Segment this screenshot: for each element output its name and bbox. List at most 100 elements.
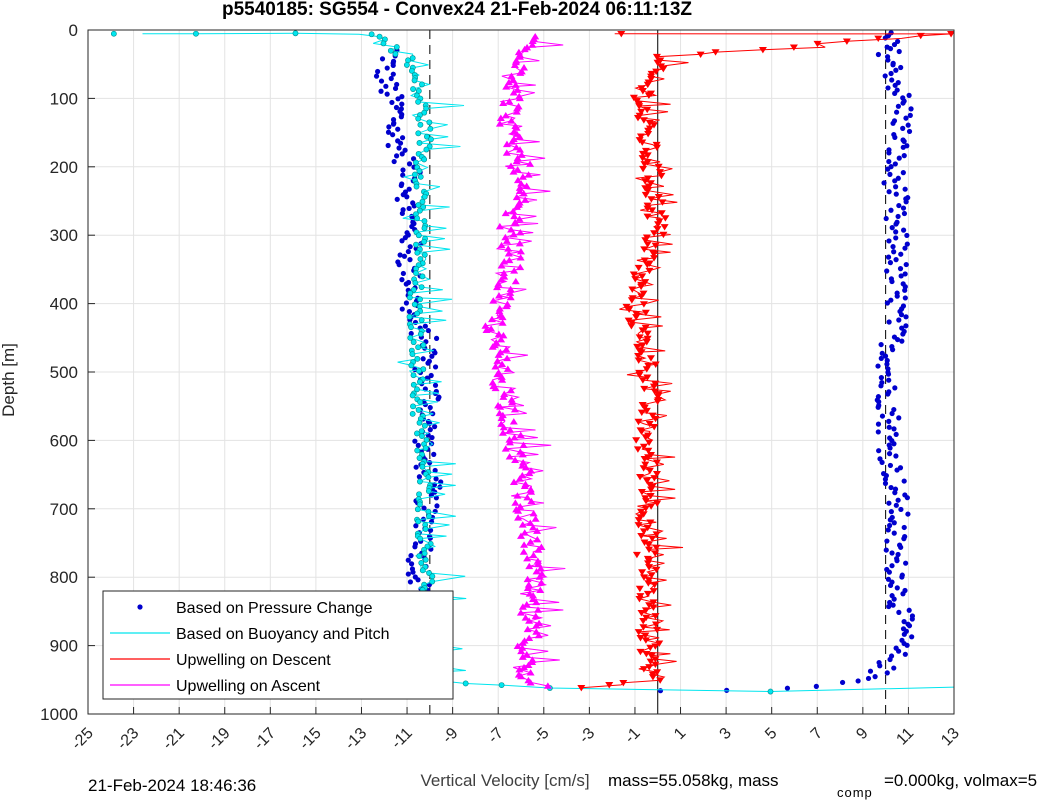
y-tick-label: 300 <box>50 226 78 245</box>
data-point <box>653 59 662 67</box>
data-point <box>520 482 529 490</box>
data-point <box>903 323 909 329</box>
data-point <box>498 319 507 326</box>
data-point <box>378 88 384 94</box>
data-point <box>885 391 891 397</box>
data-point <box>498 682 505 688</box>
data-point <box>892 178 898 184</box>
data-point <box>529 592 538 599</box>
data-point <box>894 293 900 299</box>
data-point <box>493 357 502 364</box>
data-point <box>404 194 410 200</box>
data-point <box>655 640 664 647</box>
data-point <box>909 616 915 622</box>
data-point <box>882 476 889 482</box>
data-point <box>898 544 904 550</box>
y-tick-label: 0 <box>69 21 78 40</box>
data-point <box>636 133 645 140</box>
data-point <box>414 447 421 454</box>
data-point <box>887 656 893 663</box>
data-point <box>415 577 421 583</box>
data-point <box>403 300 410 306</box>
data-point <box>413 464 419 470</box>
data-point <box>425 488 432 494</box>
data-point <box>641 191 650 199</box>
data-point <box>891 441 897 447</box>
data-point <box>390 62 396 69</box>
data-point <box>900 125 906 131</box>
data-point <box>649 599 658 606</box>
data-point <box>514 507 523 514</box>
data-point <box>526 160 535 167</box>
data-point <box>431 451 437 457</box>
data-point <box>896 415 902 421</box>
data-point <box>534 546 543 553</box>
data-point <box>889 225 895 231</box>
data-point <box>433 476 439 482</box>
data-point <box>648 535 657 543</box>
data-point <box>634 357 643 364</box>
data-point <box>896 202 902 209</box>
data-point <box>501 445 510 452</box>
data-point <box>414 355 421 362</box>
data-point <box>758 47 767 54</box>
data-point <box>635 371 644 379</box>
data-point <box>813 40 822 48</box>
data-point <box>421 422 428 429</box>
data-point <box>654 193 663 201</box>
data-point <box>891 249 897 255</box>
data-point <box>640 385 649 393</box>
data-point <box>888 70 894 77</box>
data-point <box>891 530 897 536</box>
data-point <box>650 255 659 262</box>
footer-timestamp: 21-Feb-2024 18:46:36 <box>88 776 256 795</box>
data-point <box>418 284 425 291</box>
data-point <box>891 426 897 432</box>
data-point <box>498 313 507 321</box>
data-point <box>432 350 438 356</box>
data-point <box>638 88 647 95</box>
data-point <box>891 406 897 413</box>
data-point <box>412 279 419 286</box>
data-point <box>514 514 523 521</box>
data-point <box>641 632 650 639</box>
data-point <box>650 423 659 431</box>
data-point <box>696 51 705 59</box>
data-point <box>432 364 439 370</box>
data-point <box>650 388 659 395</box>
data-point <box>416 491 422 498</box>
data-point <box>640 161 649 168</box>
data-point <box>495 292 504 299</box>
data-point <box>902 271 908 277</box>
data-point <box>433 335 440 341</box>
data-point <box>898 312 905 318</box>
data-point <box>498 360 507 368</box>
data-point <box>904 241 910 247</box>
data-point <box>482 326 491 333</box>
data-point <box>409 410 416 417</box>
data-point <box>533 536 542 543</box>
data-point <box>900 591 906 597</box>
data-point <box>902 651 908 657</box>
data-point <box>536 564 545 572</box>
data-point <box>916 32 925 40</box>
data-point <box>506 285 515 293</box>
data-point <box>625 306 634 313</box>
data-point <box>505 453 514 460</box>
data-point <box>897 266 904 272</box>
data-point <box>875 404 881 410</box>
data-point <box>422 323 428 329</box>
data-point <box>883 215 889 222</box>
data-point <box>383 83 389 89</box>
data-point <box>634 352 643 360</box>
data-point <box>637 283 646 291</box>
data-point <box>487 325 496 332</box>
data-point <box>648 412 657 420</box>
data-point <box>497 275 506 283</box>
data-point <box>887 582 894 589</box>
data-point <box>878 341 884 348</box>
data-point <box>494 351 503 358</box>
data-point <box>839 679 846 686</box>
data-point <box>633 97 642 105</box>
data-point <box>637 489 646 496</box>
